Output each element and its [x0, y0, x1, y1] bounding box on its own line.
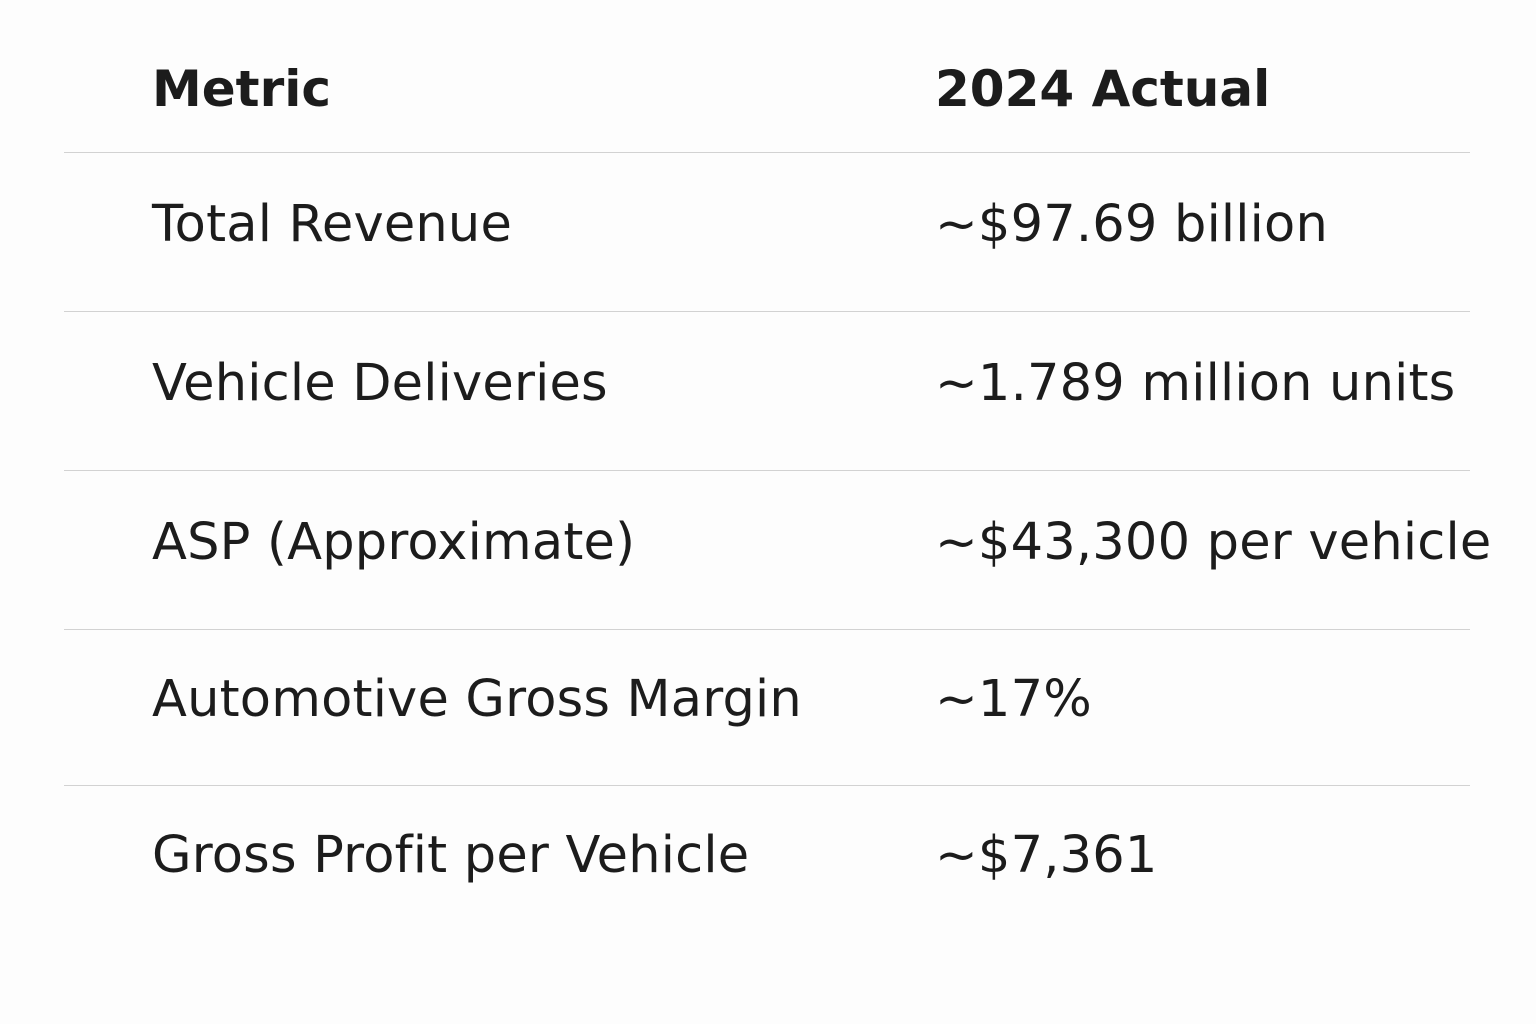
value-column-header: 2024 Actual: [935, 60, 1271, 118]
metric-cell: Total Revenue: [152, 195, 513, 254]
metric-cell: Gross Profit per Vehicle: [152, 826, 750, 885]
metric-cell: Automotive Gross Margin: [152, 670, 802, 729]
metrics-table: Metric 2024 Actual Total Revenue ~$97.69…: [64, 0, 1491, 946]
value-cell: ~$43,300 per vehicle: [935, 513, 1492, 572]
value-cell: ~$7,361: [935, 826, 1158, 885]
table-row: Gross Profit per Vehicle ~$7,361: [64, 786, 1470, 946]
table-row: ASP (Approximate) ~$43,300 per vehicle: [64, 471, 1491, 630]
value-cell: ~17%: [935, 670, 1092, 729]
table-row: Vehicle Deliveries ~1.789 million units: [64, 312, 1470, 471]
metric-cell: ASP (Approximate): [152, 513, 636, 572]
table-header-row: Metric 2024 Actual: [64, 0, 1470, 153]
table-row: Total Revenue ~$97.69 billion: [64, 153, 1470, 312]
value-cell: ~$97.69 billion: [935, 195, 1328, 254]
metric-column-header: Metric: [152, 60, 332, 118]
value-cell: ~1.789 million units: [935, 354, 1456, 413]
metric-cell: Vehicle Deliveries: [152, 354, 608, 413]
table-row: Automotive Gross Margin ~17%: [64, 630, 1470, 786]
